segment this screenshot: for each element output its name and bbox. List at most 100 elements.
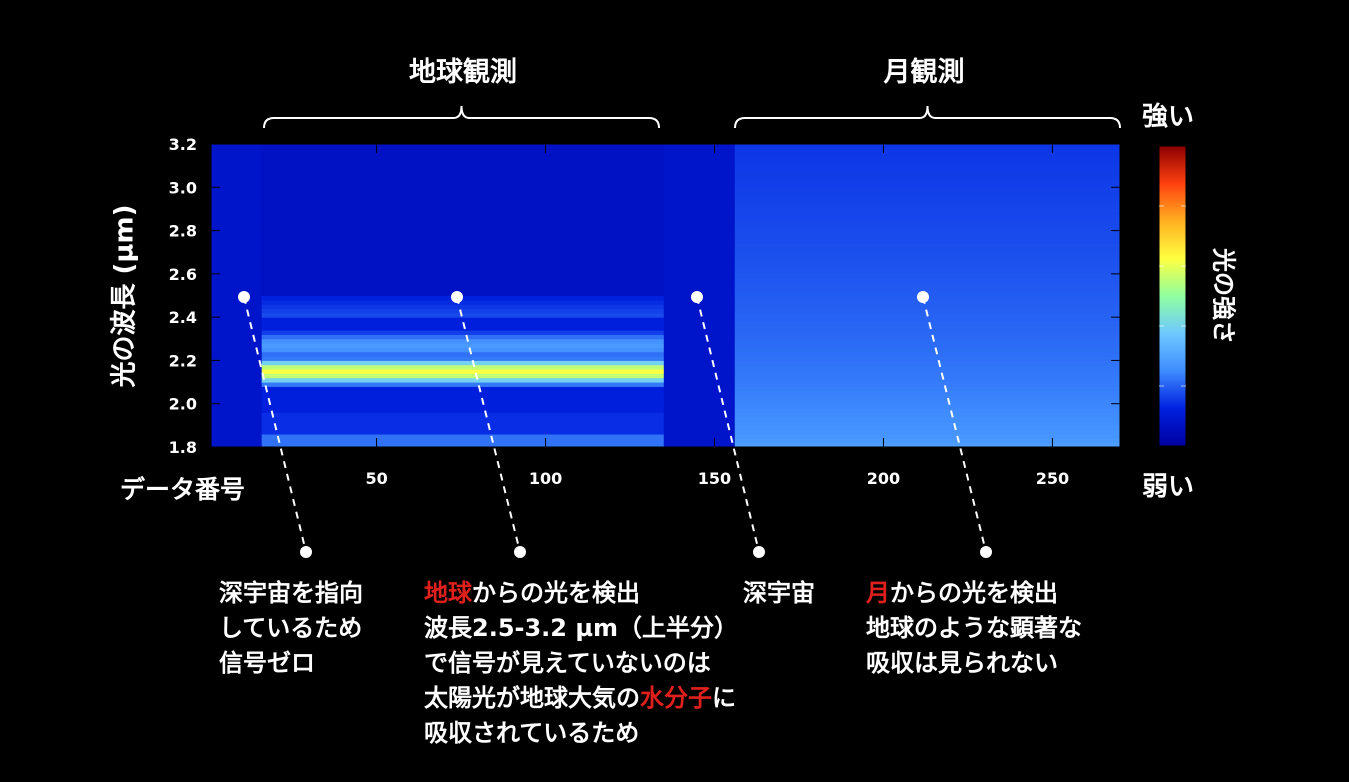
leader-dot-bottom	[753, 546, 765, 558]
colorbar-gradient	[1158, 145, 1187, 447]
heatmap-cell	[663, 243, 736, 249]
annotation-line: しているため	[219, 611, 363, 646]
annotation-deep-space-middle: 深宇宙	[743, 576, 815, 611]
heatmap-cell	[211, 252, 263, 258]
heatmap-cell	[663, 213, 736, 219]
y-tick-label: 1.8	[169, 438, 197, 457]
heatmap-cell	[261, 408, 665, 413]
heatmap-cell	[211, 356, 263, 361]
annotation-text: 信号ゼロ	[219, 649, 315, 677]
heatmap-cell	[734, 252, 1121, 258]
heatmap-cell	[734, 356, 1121, 361]
heatmap-cell	[211, 278, 263, 284]
heatmap-cell	[211, 412, 263, 418]
heatmap-cell	[211, 182, 263, 188]
x-axis-title: データ番号	[120, 475, 246, 504]
heatmap-cell	[734, 226, 1121, 232]
heatmap-cell	[734, 174, 1121, 180]
heatmap-cell	[211, 395, 263, 400]
heatmap-cell	[261, 442, 665, 448]
heatmap-cell	[261, 334, 665, 340]
heatmap-cell	[261, 386, 665, 392]
group-braces	[263, 105, 1121, 129]
annotation-line: 吸収されているため	[424, 716, 738, 751]
heatmap-cell	[261, 282, 665, 288]
heatmap-cell	[663, 208, 736, 214]
heatmap-cell	[261, 165, 665, 171]
heatmap-cell	[663, 399, 736, 405]
heatmap-cell	[734, 156, 1121, 162]
heatmap-cell	[261, 169, 665, 175]
heatmap-cell	[734, 265, 1121, 271]
heatmap-cell	[261, 269, 665, 275]
heatmap-cell	[261, 438, 665, 444]
heatmap-cell	[663, 230, 736, 236]
y-tick-label: 2.6	[169, 265, 197, 284]
heatmap-cell	[261, 412, 665, 418]
heatmap-cell	[211, 273, 263, 279]
heatmap-cell	[261, 200, 665, 206]
heatmap-cell	[261, 317, 665, 322]
heatmap-cell	[211, 234, 263, 240]
heatmap-cell	[663, 408, 736, 413]
annotation-line: で信号が見えていないのは	[424, 646, 738, 681]
heatmap-cell	[211, 408, 263, 413]
annotation-text: 深宇宙を指向	[219, 579, 363, 607]
annotation-line: 月からの光を検出	[866, 576, 1082, 611]
heatmap-cell	[211, 317, 263, 322]
heatmap-cell	[261, 416, 665, 422]
heatmap-cell	[663, 321, 736, 327]
heatmap-cell	[734, 161, 1121, 167]
heatmap-cell	[663, 416, 736, 422]
heatmap-cell	[211, 144, 263, 149]
heatmap-cell	[663, 386, 736, 392]
heatmap-cell	[663, 360, 736, 366]
heatmap-cell	[663, 390, 736, 396]
annotation-line: 地球からの光を検出	[424, 576, 738, 611]
annotation-line: 太陽光が地球大気の水分子に	[424, 681, 738, 716]
heatmap-cell	[211, 152, 263, 158]
heatmap-cell	[734, 144, 1121, 149]
heatmap-cell	[734, 304, 1121, 309]
x-tick-label: 50	[365, 469, 387, 488]
heatmap-cell	[734, 260, 1121, 266]
heatmap-cell	[663, 269, 736, 275]
heatmap-cell	[211, 338, 263, 344]
heatmap-cell	[261, 278, 665, 284]
heatmap-cell	[663, 421, 736, 426]
heatmap-cell	[734, 317, 1121, 322]
heatmap-cell	[261, 338, 665, 344]
leader-dot-bottom	[300, 546, 312, 558]
heatmap-cell	[211, 148, 263, 154]
x-tick-label: 150	[698, 469, 731, 488]
heatmap-cell	[663, 351, 736, 357]
heatmap-cell	[211, 226, 263, 232]
heatmap-cell	[734, 425, 1121, 431]
heatmap-cell	[663, 317, 736, 322]
heatmap-cell	[261, 234, 665, 240]
heatmap-cell	[211, 438, 263, 444]
heatmap-cell	[211, 295, 263, 301]
heatmap-cell	[663, 373, 736, 379]
heatmap-cell	[734, 165, 1121, 171]
heatmap-cell	[663, 247, 736, 253]
heatmap-cell	[734, 399, 1121, 405]
colorbar-low-label: 弱い	[1142, 472, 1195, 502]
heatmap-cell	[211, 169, 263, 175]
leader-dot-bottom	[980, 546, 992, 558]
heatmap-cell	[734, 234, 1121, 240]
heatmap-cell	[211, 347, 263, 353]
heatmap-cell	[211, 421, 263, 426]
y-tick-label: 2.4	[169, 308, 197, 327]
heatmap-cell	[261, 377, 665, 383]
heatmap-cell	[261, 260, 665, 266]
heatmap-cell	[211, 373, 263, 379]
heatmap-cell	[663, 338, 736, 344]
colorbar-high-label: 強い	[1142, 102, 1195, 132]
heatmap-cell	[663, 429, 736, 435]
heatmap-cell	[663, 330, 736, 335]
heatmap-cell	[734, 191, 1121, 197]
heatmap-cell	[211, 386, 263, 392]
heatmap-cell	[663, 169, 736, 175]
heatmap-cell	[261, 187, 665, 193]
